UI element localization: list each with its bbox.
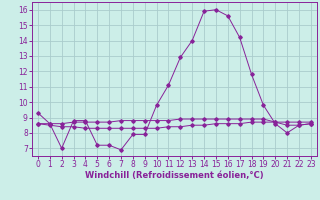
- X-axis label: Windchill (Refroidissement éolien,°C): Windchill (Refroidissement éolien,°C): [85, 171, 264, 180]
